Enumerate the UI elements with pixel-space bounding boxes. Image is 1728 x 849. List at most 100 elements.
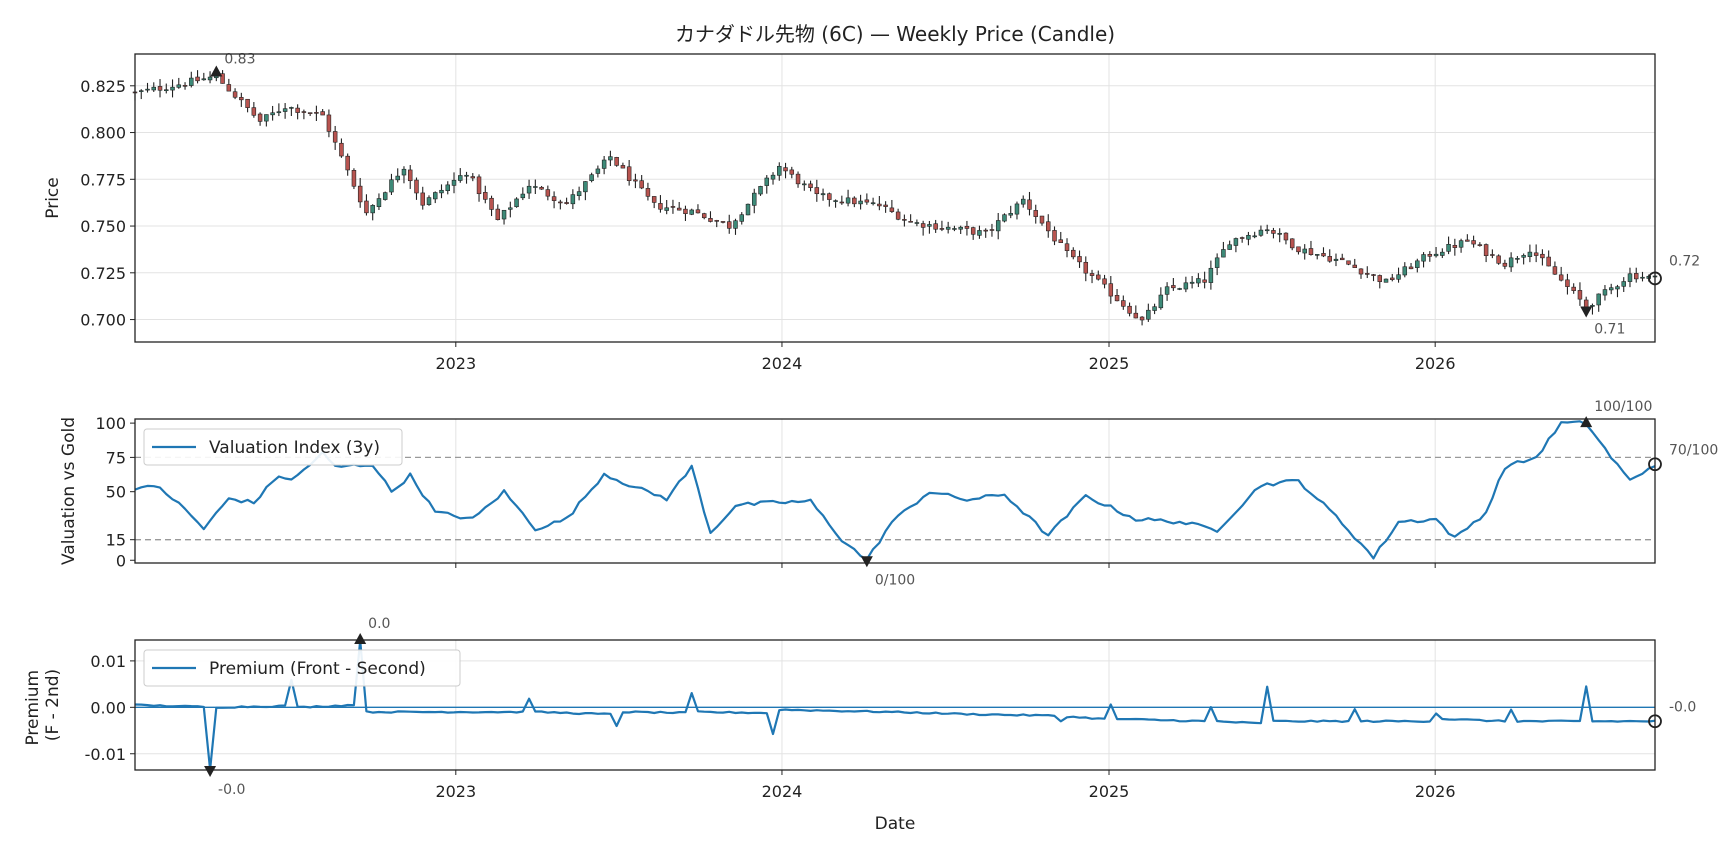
candle-body <box>201 78 207 81</box>
candle <box>701 212 707 220</box>
candle-body <box>1302 248 1307 254</box>
candle-body <box>1515 258 1520 260</box>
candle <box>245 98 250 113</box>
candle-body <box>1052 230 1057 242</box>
candle <box>758 185 763 196</box>
x-tick-label: 2026 <box>1415 354 1456 373</box>
candle <box>1402 262 1408 278</box>
candle-body <box>1421 254 1426 262</box>
candle-body <box>320 111 325 116</box>
candle-body <box>783 167 788 172</box>
candle-body <box>301 111 307 113</box>
candle-body <box>1465 239 1470 242</box>
candle-body <box>433 192 438 200</box>
candle <box>1458 238 1464 253</box>
candle <box>1033 204 1038 224</box>
candle-body <box>1264 229 1270 232</box>
candle <box>1208 260 1214 290</box>
candle-body <box>1039 215 1045 224</box>
y-tick-label: 0.775 <box>80 170 126 189</box>
candle-body <box>1208 267 1214 283</box>
candle-body <box>970 227 976 235</box>
candle <box>1527 244 1533 263</box>
premium-lines <box>134 639 1656 771</box>
candle-body <box>170 86 175 91</box>
candle <box>1421 252 1426 268</box>
candle-body <box>1102 278 1107 285</box>
premium-y-axis-label: Premium (F - 2nd) <box>23 664 63 745</box>
candle <box>501 209 507 225</box>
candle-body <box>145 88 150 91</box>
candle <box>1121 295 1126 310</box>
candle-body <box>1365 273 1370 275</box>
candle-body <box>1471 240 1476 245</box>
candle <box>1552 261 1558 275</box>
candle <box>326 109 332 138</box>
candle-body <box>1333 258 1339 261</box>
candle <box>1102 274 1107 289</box>
candle-body <box>1496 255 1501 264</box>
candle-body <box>1308 248 1314 255</box>
candle <box>1371 273 1376 282</box>
x-tick-label: 2024 <box>762 782 803 801</box>
min-label: 0/100 <box>875 572 915 588</box>
candle-body <box>758 186 763 195</box>
valuation-legend-label: Valuation Index (3y) <box>209 438 380 458</box>
candle-body <box>370 205 375 214</box>
candle <box>520 187 526 201</box>
candle <box>789 166 795 179</box>
candle <box>852 196 857 208</box>
candle <box>301 109 307 120</box>
candle-body <box>1346 260 1351 265</box>
candle <box>1027 191 1032 216</box>
candle-body <box>257 113 263 122</box>
y-tick-label: 0.01 <box>90 652 126 671</box>
candle <box>508 201 513 218</box>
candle-body <box>476 176 482 195</box>
premium-x-ticks: 2023 2024 2025 2026 <box>435 770 1456 801</box>
min-marker <box>204 766 217 777</box>
candle <box>695 204 701 214</box>
candle <box>883 201 888 213</box>
candle-body <box>1608 287 1614 291</box>
premium-annotations: 0.0 -0.0 -0.0 <box>204 616 1696 798</box>
candle <box>752 188 757 214</box>
candle <box>551 191 557 209</box>
candle-body <box>251 107 257 116</box>
candle-body <box>1433 253 1439 257</box>
candle <box>1052 226 1057 246</box>
candle-body <box>1002 214 1007 222</box>
candle-body <box>1108 283 1114 297</box>
candle-body <box>1358 268 1364 275</box>
candle-body <box>1114 295 1120 302</box>
candle-body <box>726 221 732 229</box>
candle <box>251 102 257 118</box>
candle <box>620 162 626 169</box>
candle-body <box>1164 286 1170 295</box>
candle-body <box>1352 264 1357 268</box>
y-tick-label: 0.825 <box>80 77 126 96</box>
candle <box>902 214 907 227</box>
candle-body <box>182 85 188 87</box>
last-label: 70/100 <box>1669 442 1718 458</box>
candle <box>1346 260 1351 266</box>
candle-body <box>501 209 507 220</box>
y-tick-label: 0.800 <box>80 124 126 143</box>
candle <box>1533 244 1539 263</box>
candle-body <box>1077 256 1082 263</box>
candle-body <box>220 73 225 84</box>
max-marker <box>1580 416 1593 428</box>
candle <box>314 105 319 121</box>
candle-body <box>608 156 613 161</box>
candle-body <box>870 202 876 205</box>
candle <box>1546 250 1551 267</box>
candle <box>1352 258 1357 268</box>
candle-body <box>670 206 676 208</box>
price-y-ticks: 0.700 0.725 0.750 0.775 0.800 0.825 <box>80 77 135 330</box>
candle-body <box>626 166 632 181</box>
candle <box>189 71 194 88</box>
candle-body <box>908 221 913 223</box>
candle-body <box>426 197 432 205</box>
chart-title: カナダドル先物 (6C) — Weekly Price (Candle) <box>675 22 1115 46</box>
x-tick-label: 2024 <box>762 354 803 373</box>
